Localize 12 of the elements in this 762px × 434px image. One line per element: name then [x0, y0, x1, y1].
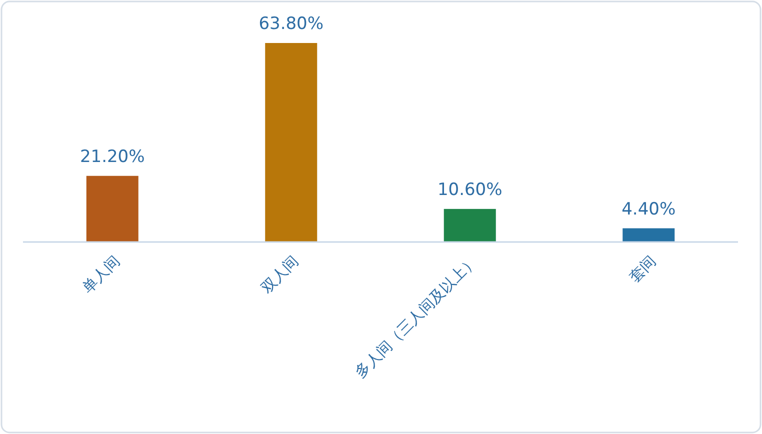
bar	[265, 43, 318, 242]
data-label: 10.60%	[437, 180, 502, 200]
data-label: 63.80%	[258, 14, 324, 34]
x-tick-label: 双人间	[257, 252, 302, 297]
x-tick-label: 单人间	[78, 252, 124, 297]
bar	[444, 208, 496, 242]
data-label: 21.20%	[80, 146, 145, 167]
x-tick-label: 多人间（三人间及以上）	[351, 252, 481, 382]
bar	[622, 228, 675, 242]
x-tick-label: 套间	[626, 252, 660, 286]
bar	[86, 176, 138, 242]
data-label: 4.40%	[622, 199, 676, 220]
